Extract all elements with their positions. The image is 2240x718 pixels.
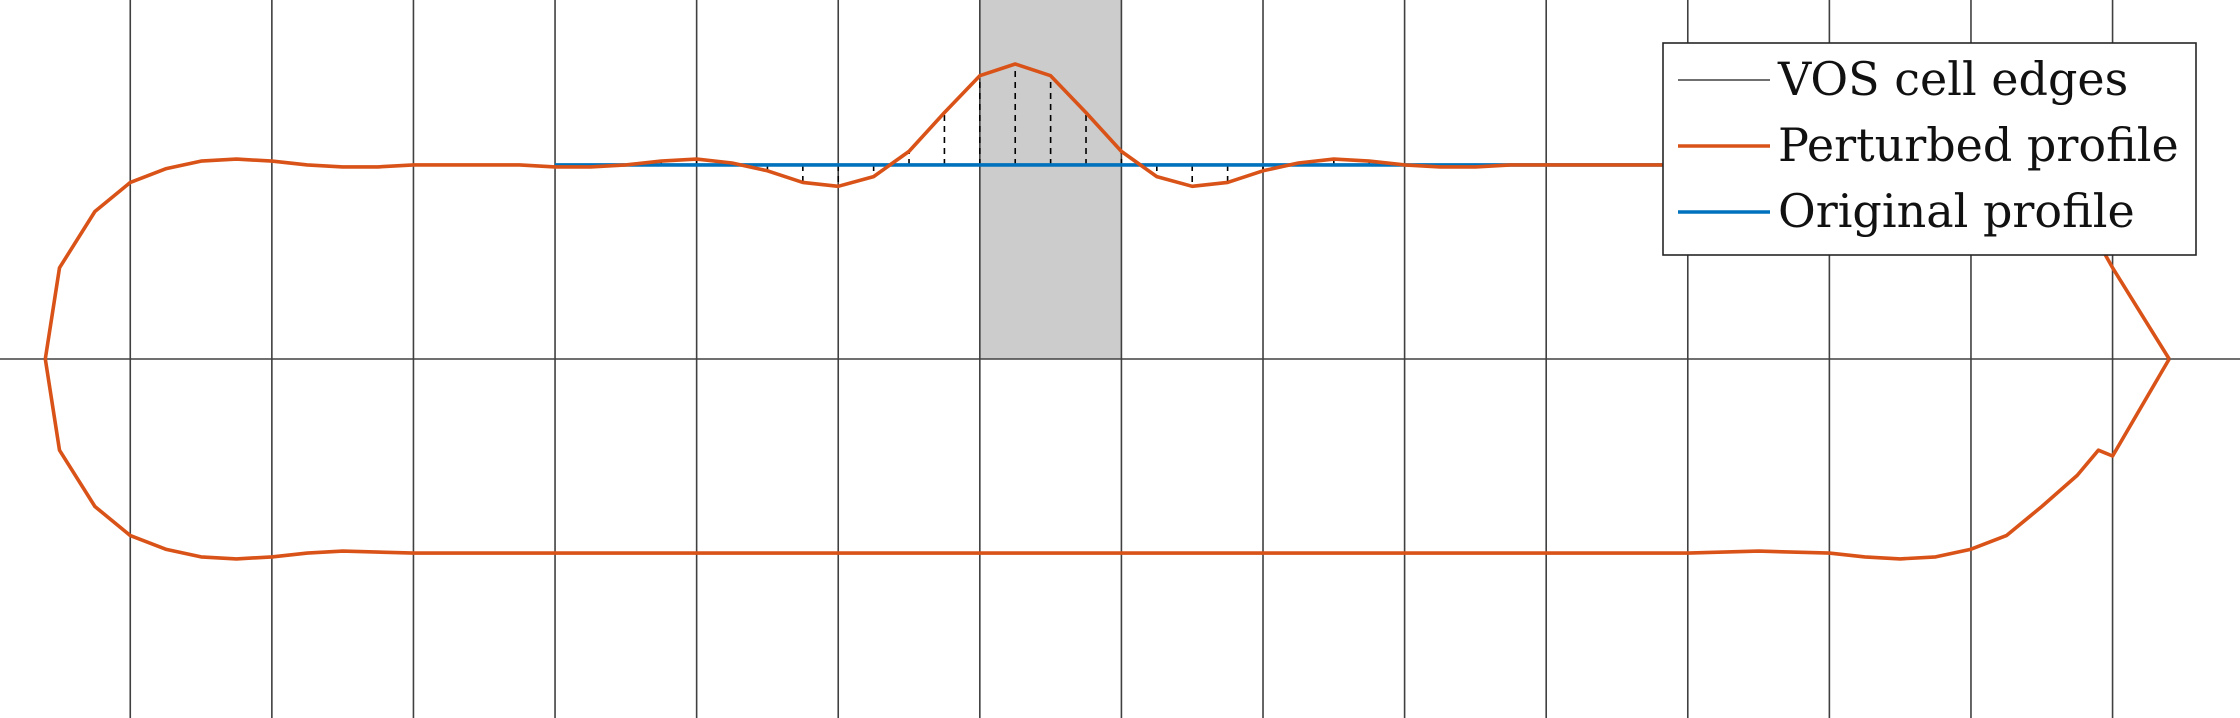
legend-label-original: Original profile <box>1778 184 2135 238</box>
legend-box <box>1662 42 2197 256</box>
deviation-markers <box>589 64 1477 187</box>
highlighted-cell <box>979 0 1122 359</box>
legend-label-perturbed: Perturbed profile <box>1778 118 2179 172</box>
legend-label-cell-edges: VOS cell edges <box>1777 52 2128 106</box>
perturbed-profile-lower <box>43 358 2171 561</box>
legend: VOS cell edges Perturbed profile Origina… <box>1662 42 2197 256</box>
perturbed-profile-upper <box>43 62 2171 360</box>
